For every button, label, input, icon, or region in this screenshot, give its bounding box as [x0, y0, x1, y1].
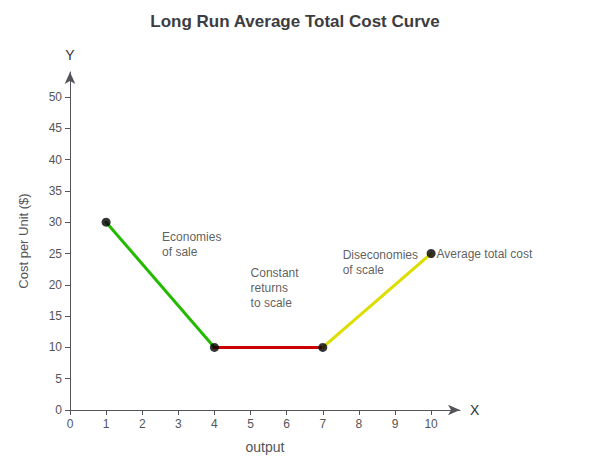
svg-text:0: 0: [55, 403, 62, 417]
svg-text:5: 5: [247, 417, 254, 431]
svg-text:Average total cost: Average total cost: [437, 247, 534, 261]
svg-text:7: 7: [319, 417, 326, 431]
svg-text:25: 25: [49, 247, 63, 261]
svg-text:1: 1: [103, 417, 110, 431]
svg-text:40: 40: [49, 153, 63, 167]
svg-text:2: 2: [139, 417, 146, 431]
svg-text:4: 4: [211, 417, 218, 431]
svg-text:output: output: [246, 439, 285, 455]
svg-text:0: 0: [67, 417, 74, 431]
svg-text:Cost per Unit ($): Cost per Unit ($): [16, 193, 31, 288]
svg-text:35: 35: [49, 184, 63, 198]
svg-text:Y: Y: [65, 47, 75, 63]
svg-text:Constant: Constant: [251, 266, 300, 280]
svg-text:20: 20: [49, 278, 63, 292]
svg-text:30: 30: [49, 215, 63, 229]
svg-text:to scale: to scale: [251, 296, 293, 310]
svg-text:6: 6: [283, 417, 290, 431]
svg-text:15: 15: [49, 309, 63, 323]
svg-text:3: 3: [175, 417, 182, 431]
svg-text:Economies: Economies: [162, 230, 221, 244]
svg-text:of scale: of scale: [343, 263, 385, 277]
svg-text:10: 10: [424, 417, 438, 431]
svg-text:Long Run Average Total Cost Cu: Long Run Average Total Cost Curve: [150, 12, 439, 31]
svg-text:of sale: of sale: [162, 245, 198, 259]
svg-text:10: 10: [49, 340, 63, 354]
svg-text:9: 9: [392, 417, 399, 431]
svg-text:8: 8: [356, 417, 363, 431]
svg-text:5: 5: [55, 372, 62, 386]
svg-text:returns: returns: [251, 281, 288, 295]
svg-text:50: 50: [49, 90, 63, 104]
svg-text:45: 45: [49, 121, 63, 135]
svg-text:X: X: [470, 402, 480, 418]
svg-text:Diseconomies: Diseconomies: [343, 248, 418, 262]
